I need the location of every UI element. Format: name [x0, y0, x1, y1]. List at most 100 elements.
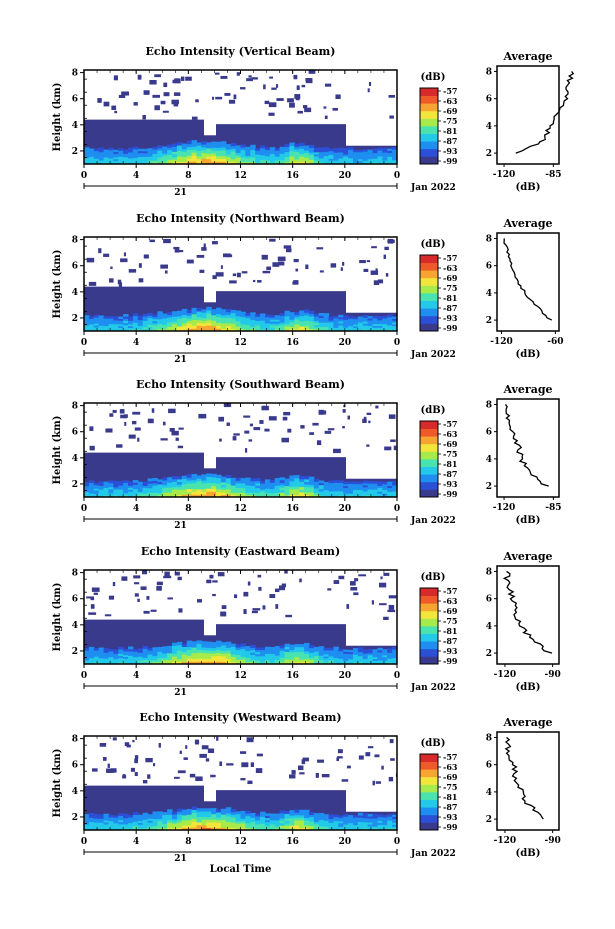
echo-cell [343, 160, 349, 163]
echo-cell [181, 653, 188, 658]
echo-cell [201, 658, 207, 662]
echo-cell [387, 160, 393, 163]
echo-cell [308, 494, 315, 497]
echo-cell [132, 480, 139, 483]
echo-cell [387, 154, 393, 157]
echo-cell [269, 155, 276, 159]
echo-cell [274, 482, 281, 486]
echo-cell [372, 649, 379, 652]
echo-speck [209, 574, 214, 579]
echo-cell [191, 824, 198, 828]
echo-cell [387, 814, 393, 817]
echo-cell [264, 483, 271, 487]
echo-cell [367, 495, 374, 497]
echo-cell [152, 482, 158, 486]
echo-cell [132, 812, 139, 816]
echo-cell [132, 150, 139, 154]
echo-cell [230, 161, 237, 164]
echo-cell [152, 151, 158, 154]
echo-cell [162, 812, 168, 815]
echo-cell [225, 652, 232, 657]
echo-speck [362, 418, 367, 423]
echo-cell [103, 495, 110, 497]
echo-cell [304, 481, 310, 485]
echo-cell [118, 158, 124, 161]
echo-speck [342, 409, 346, 413]
echo-cell [245, 655, 251, 658]
echo-cell [118, 648, 124, 652]
echo-speck [388, 95, 396, 98]
echo-cell [113, 318, 119, 321]
echo-cell [338, 484, 344, 488]
echo-speck [210, 774, 216, 778]
echo-cell [172, 811, 178, 815]
echo-cell [299, 481, 305, 485]
echo-cell [333, 826, 339, 829]
echo-cell [108, 660, 114, 663]
profile-y-tick-label: 4 [486, 622, 492, 632]
echo-speck [180, 76, 185, 81]
echo-cell [318, 657, 325, 661]
echo-cell [382, 483, 388, 487]
echo-cell [318, 494, 325, 497]
echo-cell [147, 653, 154, 657]
echo-cell [343, 329, 349, 331]
echo-cell [230, 487, 237, 491]
echo-cell [172, 318, 178, 322]
echo-cell [289, 478, 295, 482]
echo-cell [338, 486, 344, 490]
echo-cell [367, 155, 374, 158]
echo-speck [327, 428, 335, 431]
colorbar-unit: (dB) [421, 572, 446, 583]
echo-cell [167, 817, 173, 821]
echo-cell [357, 481, 364, 485]
echo-cell [132, 816, 139, 820]
echo-speck [259, 420, 264, 424]
echo-cell [206, 652, 212, 657]
echo-cell [118, 653, 124, 657]
echo-cell [352, 155, 359, 158]
echo-cell [235, 315, 242, 319]
echo-cell [264, 827, 271, 830]
profile-frame [496, 232, 560, 332]
echo-cell [206, 816, 212, 820]
echo-cell [279, 822, 286, 826]
echo-cell [387, 662, 393, 664]
echo-speck [324, 115, 328, 120]
echo-cell [181, 822, 188, 826]
echo-cell [323, 317, 330, 321]
echo-cell [387, 493, 393, 496]
echo-cell [191, 158, 198, 162]
echo-cell [128, 657, 134, 661]
echo-cell [245, 810, 251, 814]
echo-cell [191, 652, 198, 657]
echo-cell [352, 660, 359, 663]
echo-cell [191, 482, 198, 487]
echo-cell [220, 661, 227, 664]
heatmap [84, 736, 397, 830]
echo-cell [318, 827, 325, 830]
echo-cell [186, 658, 193, 662]
echo-cell [264, 326, 271, 330]
echo-cell [142, 162, 149, 164]
echo-speck [378, 582, 387, 588]
colorbar-tick-label: -87 [443, 802, 457, 812]
echo-cell [216, 319, 222, 323]
echo-cell [108, 484, 114, 488]
echo-cell [147, 158, 154, 161]
echo-cell [274, 162, 281, 164]
echo-cell [333, 162, 339, 164]
echo-speck [128, 434, 136, 439]
echo-cell [333, 482, 339, 486]
echo-speck [220, 75, 228, 79]
echo-cell [313, 485, 320, 489]
echo-cell [333, 828, 339, 830]
echo-cell [186, 158, 193, 162]
echo-speck [233, 433, 240, 436]
echo-cell [196, 147, 202, 152]
echo-speck [105, 428, 113, 433]
echo-cell [93, 482, 100, 486]
y-axis-label: Height (km) [52, 749, 63, 818]
echo-cell [108, 319, 114, 323]
echo-cell [201, 824, 207, 828]
